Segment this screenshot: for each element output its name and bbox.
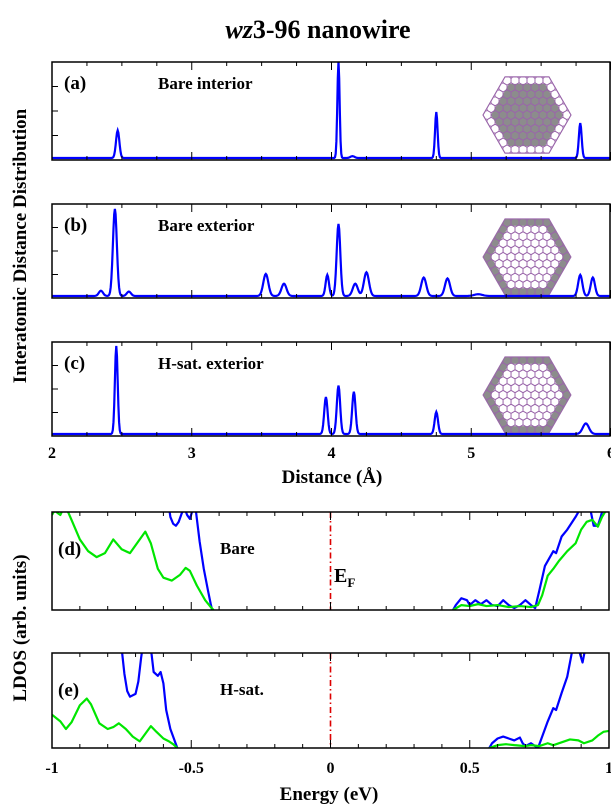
panel-tag: (a) [64,73,86,94]
ldos-x-axis-label: Energy (eV) [280,784,379,805]
distance-x-tick-label: 4 [328,445,336,462]
panel-label: H-sat. exterior [158,354,264,373]
figure-title-italic: wz [225,15,253,44]
panel-label: Bare [220,539,255,558]
ldos-panel-0: (d) Bare EF [51,511,610,611]
panel-label: Bare exterior [158,216,255,235]
ldos-series-1-0 [121,653,179,748]
panel-tag: (e) [58,680,79,701]
ldos-y-axis-label: LDOS (arb. units) [10,554,31,701]
ldos-x-tick-label: -1 [45,760,58,777]
distance-x-tick-label: 3 [188,445,196,462]
ldos-x-tick-label: -0.5 [179,760,204,777]
ldos-series-0-2 [52,512,215,610]
fermi-level-label: EF [334,565,355,590]
ldos-x-tick-label: 1 [605,760,611,777]
distance-x-axis-label: Distance (Å) [282,467,383,488]
panel-tag: (c) [64,353,85,374]
distance-x-tick-label: 6 [607,445,611,462]
distance-x-tick-label: 2 [48,445,56,462]
figure-title-rest: 3-96 nanowire [253,15,411,44]
ldos-panel-1: (e) H-sat. [51,652,610,749]
distance-panel-0: (a) Bare interior [51,61,611,161]
distance-panel-2: (c) H-sat. exterior [51,341,611,437]
panel-label: H-sat. [220,680,264,699]
distance-panel-1: (b) Bare exterior [51,203,611,299]
figure-title: wz3-96 nanowire [225,15,410,44]
distance-x-tick-label: 5 [467,445,475,462]
panel-tag: (b) [64,215,87,236]
distance-y-axis-label: Interatomic Distance Distribution [10,108,31,383]
nanowire-inset [482,218,572,296]
nanowire-inset [482,356,572,434]
ldos-series-1-2 [52,697,179,748]
ldos-series-0-0 [168,512,214,610]
ldos-x-tick-label: 0 [327,760,335,777]
panel-label: Bare interior [158,74,253,93]
ldos-series-0-3 [452,512,607,610]
distance-chart: Interatomic Distance Distribution Distan… [10,61,611,488]
ldos-series-1-1 [488,653,586,748]
ldos-x-tick-label: 0.5 [460,760,480,777]
ldos-chart: LDOS (arb. units) Energy (eV) (d) BareEF(… [10,511,611,805]
nanowire-inset [482,76,572,154]
ldos-series-1-3 [488,729,609,748]
panel-tag: (d) [58,539,81,560]
